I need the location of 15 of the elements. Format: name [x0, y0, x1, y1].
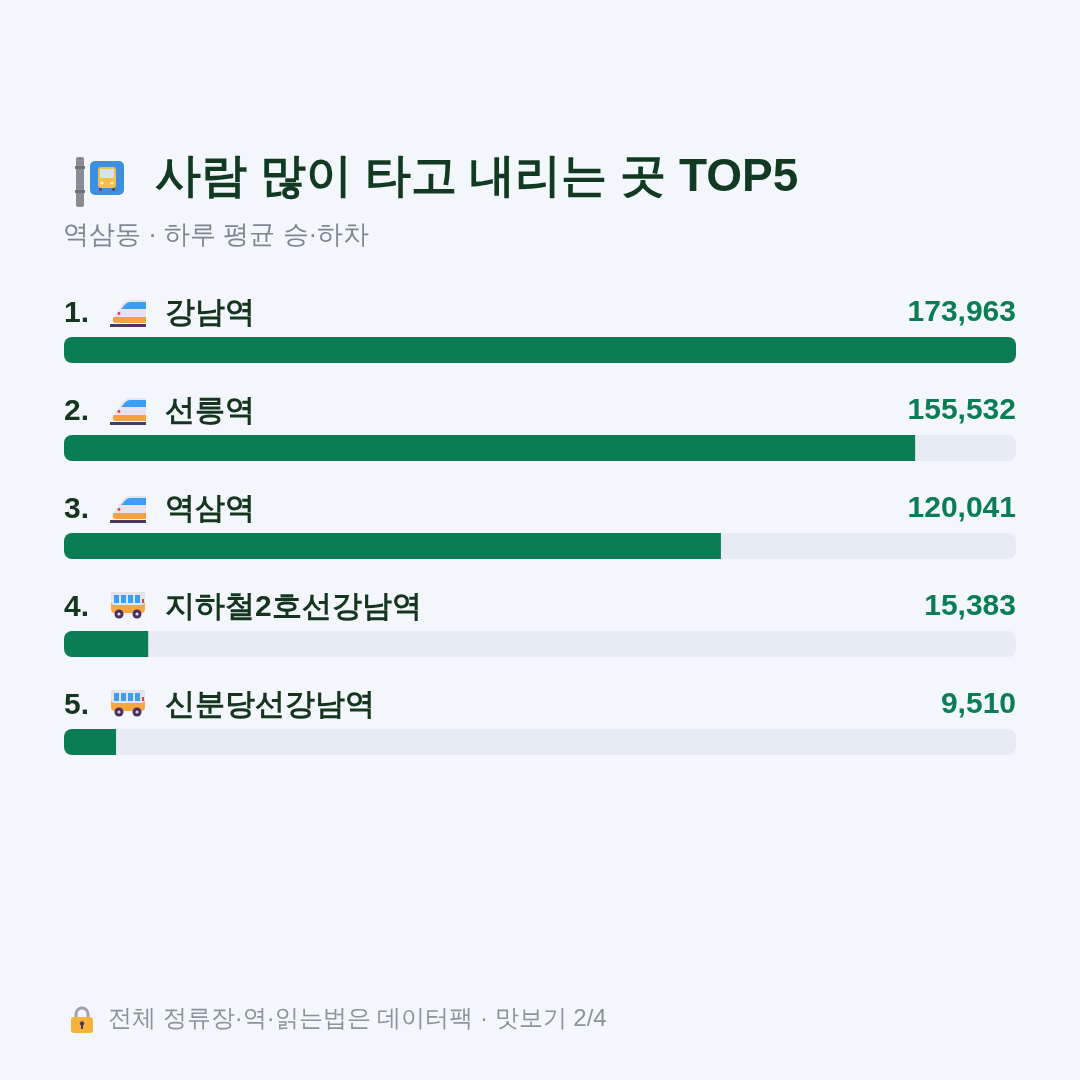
chart-subtitle: 역삼동 · 하루 평균 승·하차 — [63, 219, 370, 249]
data-label: 155,532 — [907, 391, 1016, 425]
data-label: 120,041 — [907, 489, 1016, 523]
category-label: 3. 역삼역 — [64, 490, 255, 524]
data-label: 9,510 — [940, 685, 1016, 719]
text: 전체 정류장·역·읽는법은 데이터팩 · 맛보기 2/4 — [108, 1003, 607, 1031]
category-label: 4. 지하철2호선강남역 — [64, 588, 422, 622]
category-label: 5. 신분당선강남역 — [64, 686, 375, 720]
bar — [64, 631, 149, 657]
data-label: 15,383 — [924, 587, 1016, 621]
category-label: 1. 강남역 — [64, 294, 255, 328]
category-label: 2. 선릉역 — [64, 392, 255, 426]
bar — [64, 729, 117, 755]
data-label: 173,963 — [907, 293, 1016, 327]
chart-title: 사람 많이 타고 내리는 곳 TOP5 — [155, 149, 799, 201]
